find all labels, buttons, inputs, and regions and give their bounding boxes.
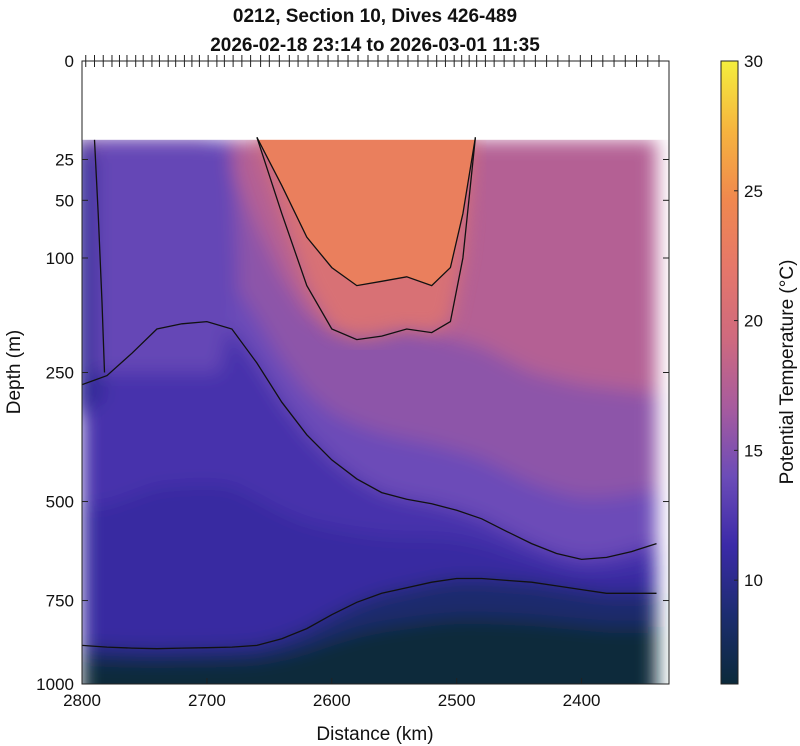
y-tick-label: 50 bbox=[55, 191, 74, 210]
colorbar-tick-label: 20 bbox=[744, 312, 763, 331]
x-tick-label: 2700 bbox=[188, 691, 226, 710]
purple-column bbox=[94, 139, 239, 373]
x-tick-label: 2600 bbox=[313, 691, 351, 710]
x-tick-label: 2800 bbox=[63, 691, 101, 710]
y-tick-label: 750 bbox=[46, 592, 74, 611]
colorbar-gradient bbox=[720, 60, 739, 685]
y-tick-label: 1000 bbox=[36, 675, 74, 694]
chart-subtitle: 2026-02-18 23:14 to 2026-03-01 11:35 bbox=[210, 35, 540, 56]
isotherm-12 bbox=[82, 320, 657, 561]
colorbar-tick-label: 10 bbox=[744, 571, 763, 590]
y-tick-label: 0 bbox=[65, 52, 74, 71]
colorbar: 10 15 20 25 30 bbox=[720, 52, 763, 685]
temperature-field bbox=[82, 61, 669, 684]
dive-location-ticks bbox=[85, 55, 660, 67]
colorbar-tick-label: 25 bbox=[744, 182, 763, 201]
y-tick-label: 100 bbox=[46, 249, 74, 268]
y-tick-label: 500 bbox=[46, 493, 74, 512]
y-tick-label: 25 bbox=[55, 151, 74, 170]
colorbar-tick-label: 30 bbox=[744, 52, 763, 71]
y-tick-label: 250 bbox=[46, 364, 74, 383]
warm-core-inner bbox=[256, 137, 476, 286]
axes: 2800 2700 2600 2500 2400 0 25 50 100 250 500 750 100… bbox=[36, 52, 670, 710]
plot-area bbox=[82, 61, 669, 684]
x-tick-label: 2400 bbox=[563, 691, 601, 710]
chart-title: 0212, Section 10, Dives 426-489 bbox=[233, 6, 517, 27]
band-deep bbox=[82, 617, 657, 684]
x-tick-label: 2500 bbox=[438, 691, 476, 710]
colorbar-label: Potential Temperature (°C) bbox=[777, 260, 798, 485]
isotherm-west bbox=[93, 139, 106, 373]
y-axis-label: Depth (m) bbox=[4, 330, 25, 414]
x-axis-label: Distance (km) bbox=[316, 724, 433, 745]
isotherm-contours bbox=[82, 137, 657, 650]
isotherm-22 bbox=[256, 137, 477, 287]
isotherm-20 bbox=[256, 137, 477, 341]
colorbar-tick-label: 15 bbox=[744, 441, 763, 460]
no-data-region bbox=[82, 61, 669, 140]
isotherm-10 bbox=[82, 577, 657, 650]
